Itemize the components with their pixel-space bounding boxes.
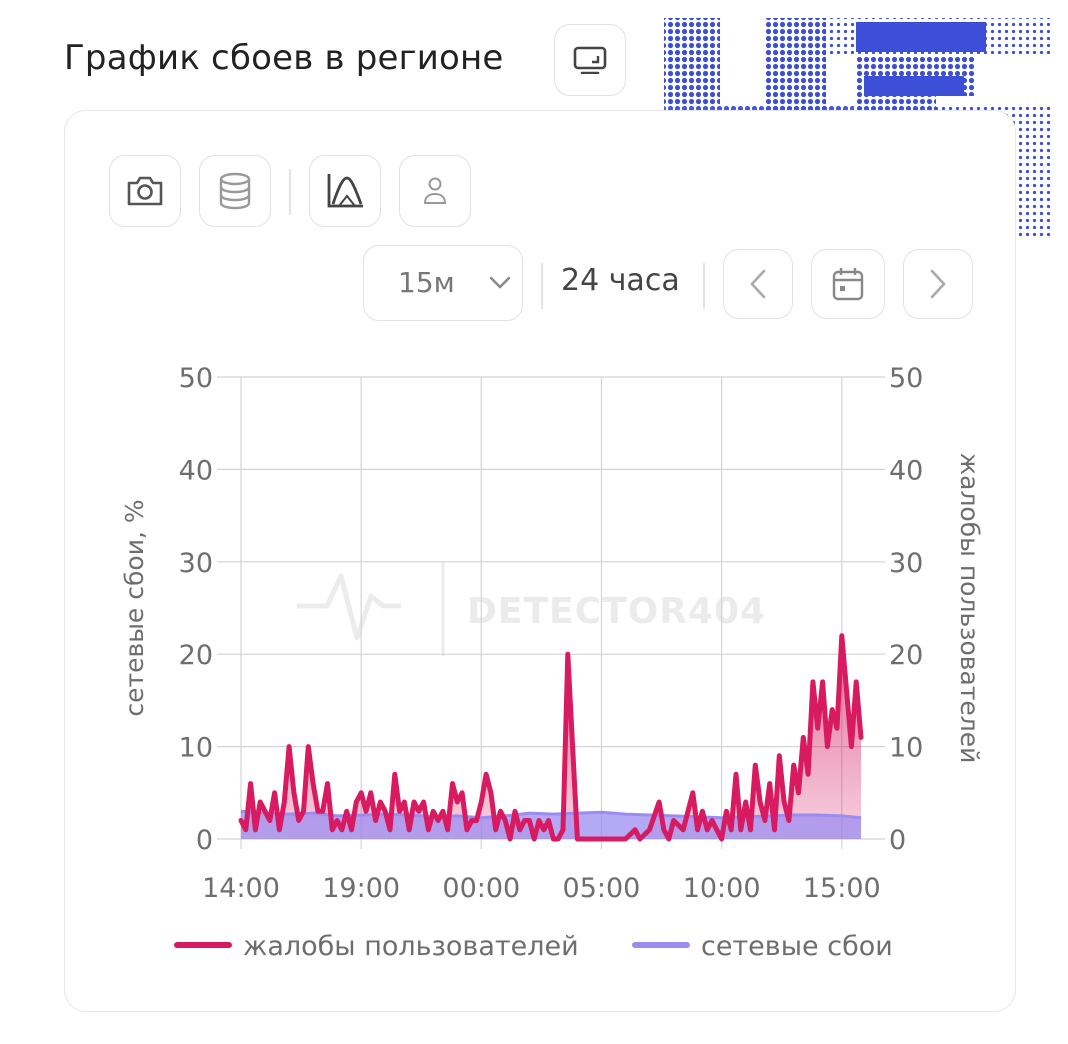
range-label: 24 часа (561, 263, 680, 298)
toolbar-divider (289, 169, 291, 215)
complaints-line (238, 633, 864, 842)
y-tick-left: 10 (179, 733, 213, 764)
data-button[interactable] (199, 155, 271, 227)
next-period-button[interactable] (903, 249, 973, 319)
calendar-button[interactable] (811, 249, 885, 319)
user-mode-button[interactable] (399, 155, 471, 227)
range-divider-left (541, 263, 543, 309)
calendar-icon (832, 268, 864, 301)
area-chart-icon (327, 174, 363, 208)
y-tick-left: 0 (196, 825, 213, 856)
fullscreen-button[interactable] (554, 24, 626, 96)
legend-label-outages: сетевые сбои (701, 931, 893, 962)
watermark-text: DETECTOR404 (467, 591, 766, 632)
interval-select[interactable]: 15м (363, 245, 523, 321)
watermark: DETECTOR404 (297, 561, 766, 656)
legend-label-complaints: жалобы пользователей (243, 931, 579, 962)
prev-period-button[interactable] (723, 249, 793, 319)
page-title: График сбоев в регионе (64, 38, 504, 78)
x-tick-label: 14:00 (202, 873, 280, 904)
interval-value: 15м (398, 266, 455, 299)
y-tick-right: 0 (889, 825, 906, 856)
x-tick-label: 15:00 (803, 873, 881, 904)
y-tick-left: 20 (179, 640, 213, 671)
y-tick-left: 50 (179, 363, 213, 394)
y-tick-right: 30 (889, 548, 923, 579)
y-tick-right: 40 (889, 455, 923, 486)
y-tick-right: 50 (889, 363, 923, 394)
chart-type-button[interactable] (309, 155, 381, 227)
chart-card: 15м 24 часа DETECTOR404 0 0 10 10 20 20 30 30 40 4… (64, 110, 1016, 1012)
database-icon (219, 172, 251, 210)
user-icon (423, 177, 447, 204)
outage-chart: DETECTOR404 0 0 10 10 20 20 30 30 40 40 50 50 14:00 19… (120, 363, 984, 962)
y-tick-right: 10 (889, 733, 923, 764)
y-tick-left: 40 (179, 455, 213, 486)
camera-icon (127, 176, 163, 206)
y-tick-right: 20 (889, 640, 923, 671)
monitor-icon (573, 46, 607, 74)
x-tick-label: 10:00 (683, 873, 761, 904)
y-tick-left: 30 (179, 548, 213, 579)
range-divider-right (703, 263, 705, 309)
x-tick-label: 00:00 (442, 873, 520, 904)
y-axis-title-right: жалобы пользователей (955, 453, 984, 764)
chevron-down-icon (489, 276, 511, 289)
x-tick-label: 19:00 (322, 873, 400, 904)
chevron-left-icon (750, 269, 766, 299)
x-tick-label: 05:00 (563, 873, 641, 904)
chevron-right-icon (930, 269, 946, 299)
y-axis-title-left: сетевые сбои, % (120, 499, 149, 716)
watermark-pulse-icon (297, 573, 401, 641)
screenshot-button[interactable] (109, 155, 181, 227)
